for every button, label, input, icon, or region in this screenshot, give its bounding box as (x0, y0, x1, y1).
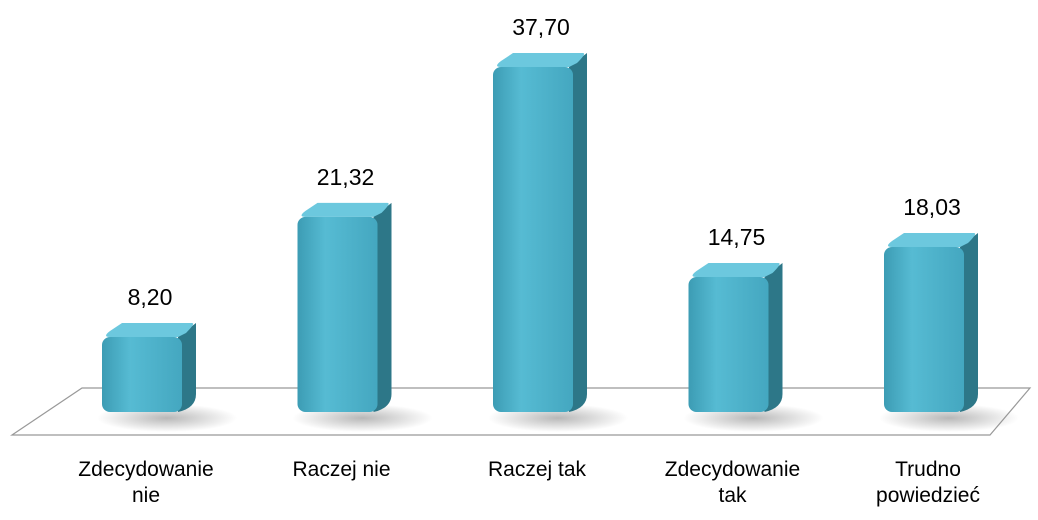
value-label: 37,70 (512, 14, 570, 40)
bar-top (301, 202, 389, 217)
value-label: 18,03 (903, 194, 961, 220)
x-tick-label: Trudno powiedzieć (876, 458, 980, 507)
bar-top (106, 322, 194, 337)
bar (493, 67, 573, 413)
x-tick-label: Zdecydowanie tak (664, 458, 801, 507)
x-tick-label: Raczej tak (487, 458, 587, 481)
bar (102, 336, 182, 412)
bar (688, 277, 769, 412)
value-label: 8,20 (128, 284, 173, 310)
bar (297, 216, 378, 412)
x-tick-label: Raczej nie (292, 458, 391, 481)
bar-top (692, 263, 780, 278)
bar-side (373, 202, 392, 412)
bar-side (960, 233, 978, 412)
bar (884, 247, 964, 412)
value-label: 14,75 (708, 224, 766, 250)
value-label: 21,32 (317, 164, 375, 190)
bar-top (888, 233, 976, 248)
x-tick-label: Zdecydowanie nie (78, 458, 214, 507)
bar-side (178, 322, 196, 412)
bar-side (764, 263, 783, 412)
bar-top (497, 53, 585, 68)
bar-side (569, 53, 587, 413)
